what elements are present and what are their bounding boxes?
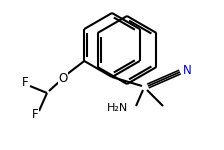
- Text: N: N: [183, 63, 191, 76]
- Text: F: F: [32, 108, 38, 122]
- Text: H₂N: H₂N: [107, 103, 128, 113]
- Text: O: O: [58, 72, 68, 84]
- Text: F: F: [22, 76, 28, 90]
